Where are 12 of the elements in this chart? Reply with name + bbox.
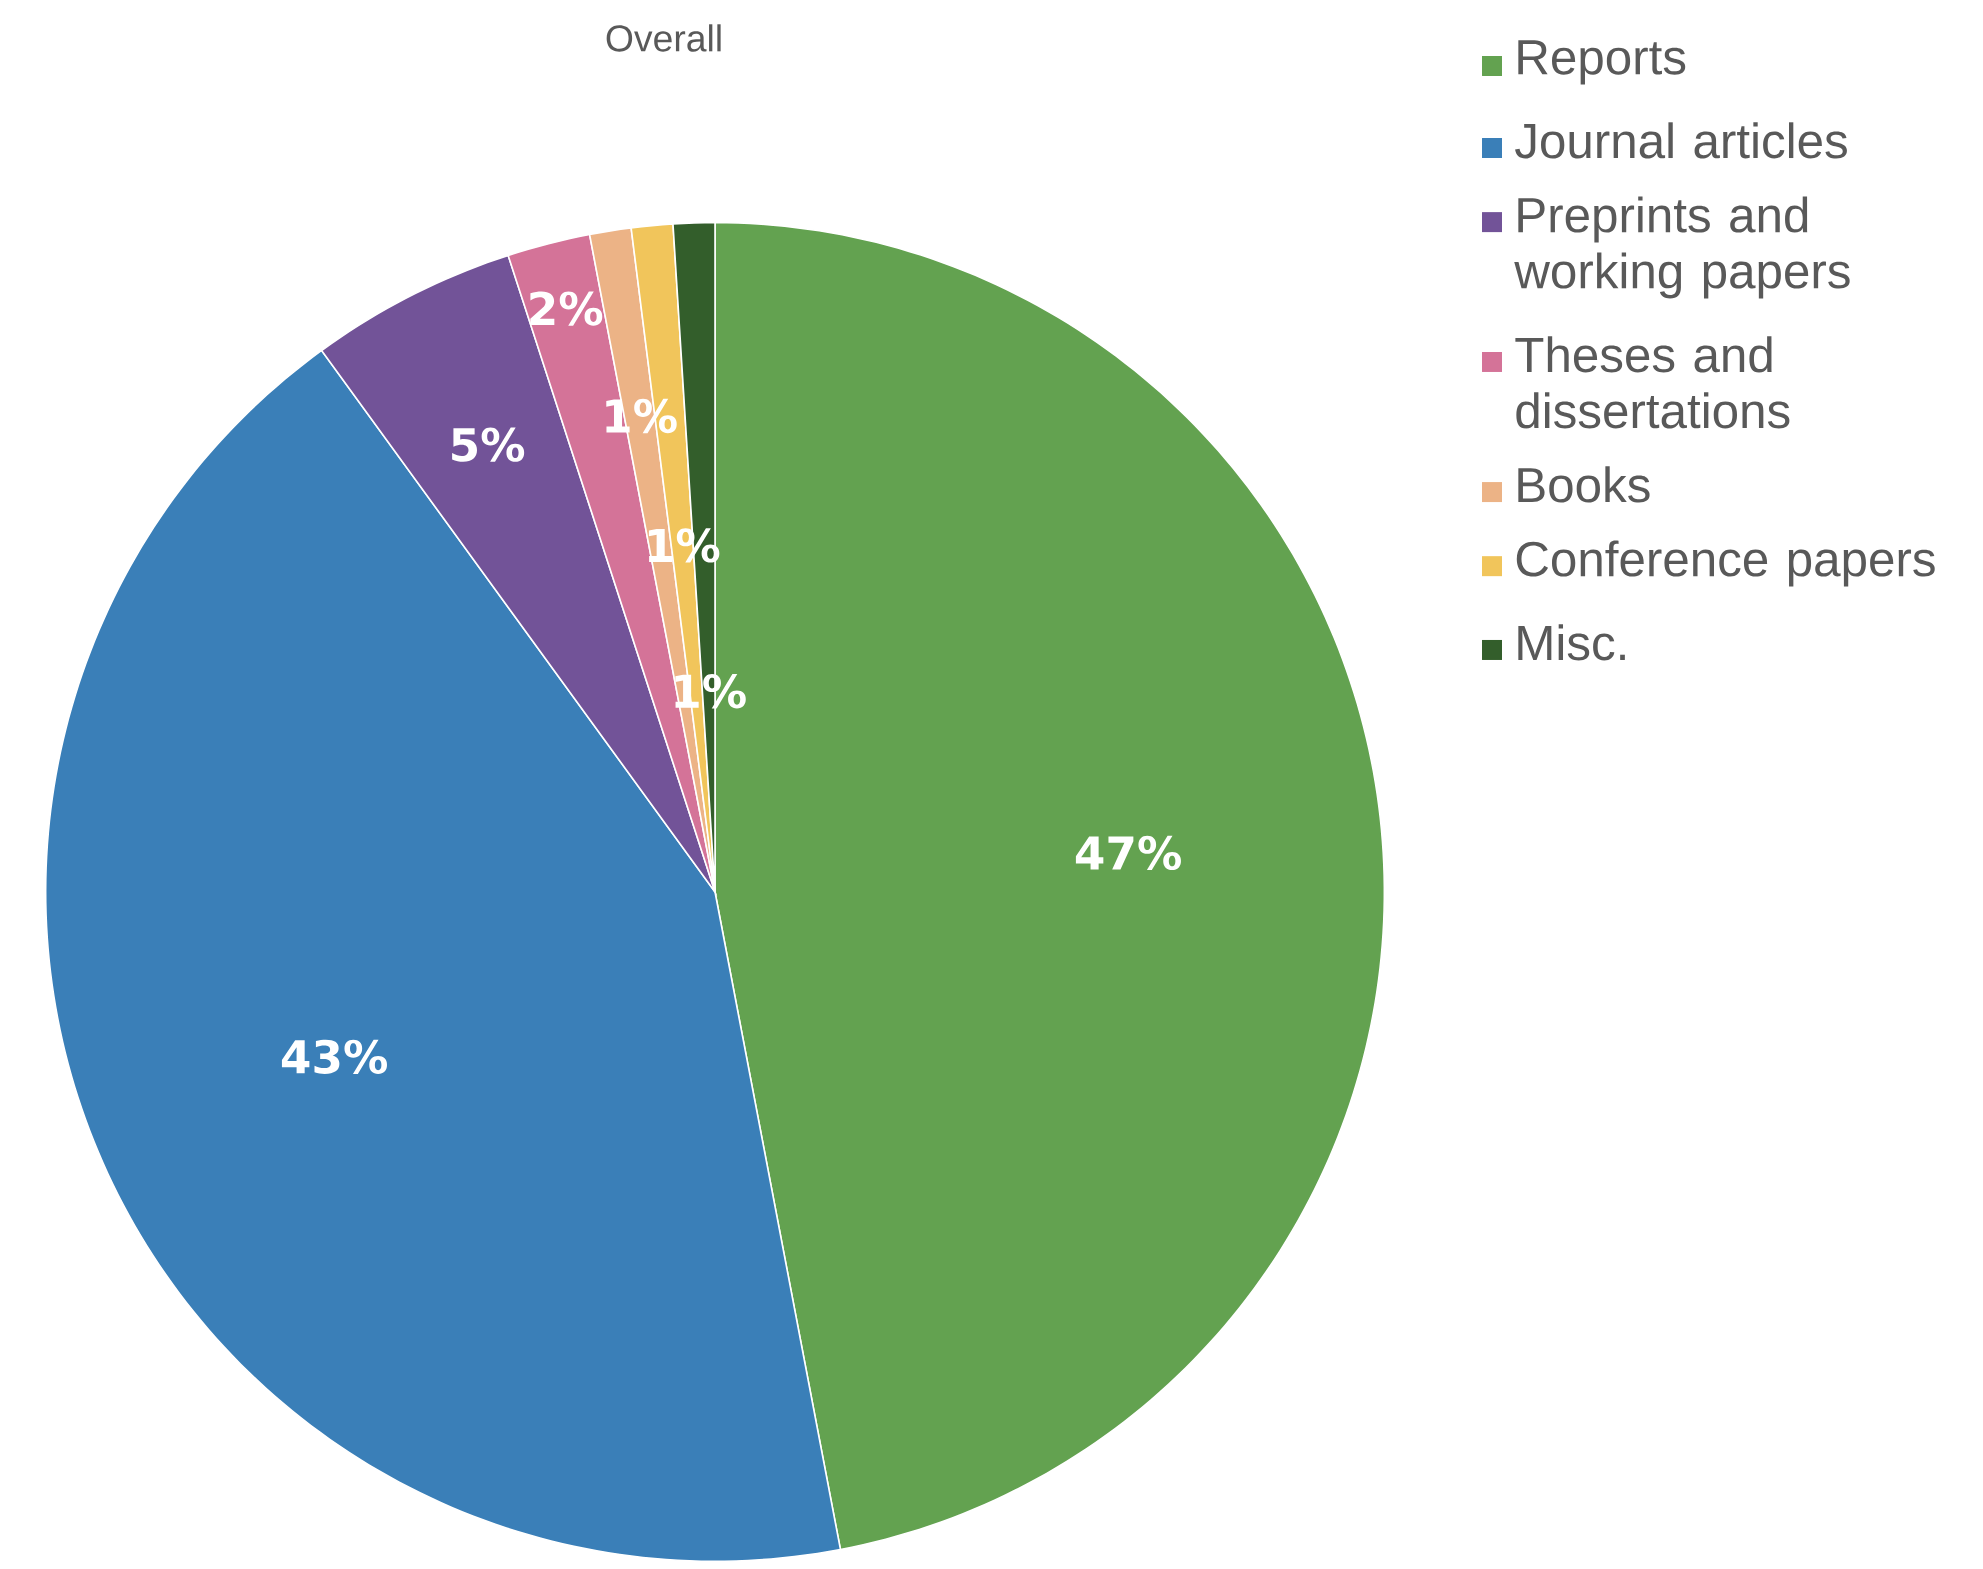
data-label: 2% [530,291,603,326]
legend-label: Journal articles [1515,122,1847,159]
legend-label: Books [1518,466,1650,503]
legend-label: Preprints and working papers [1514,196,1850,299]
chart-title: Overall [606,24,721,52]
legend-label: Misc. [1518,624,1625,661]
data-label: 47% [1075,835,1181,871]
data-label: 5% [452,427,525,462]
legend-label: Conference papers [1516,540,1935,587]
legend-label: Theses and dissertations [1515,336,1790,429]
legend-label: Reports [1518,40,1686,85]
data-label: 43% [281,1039,387,1074]
